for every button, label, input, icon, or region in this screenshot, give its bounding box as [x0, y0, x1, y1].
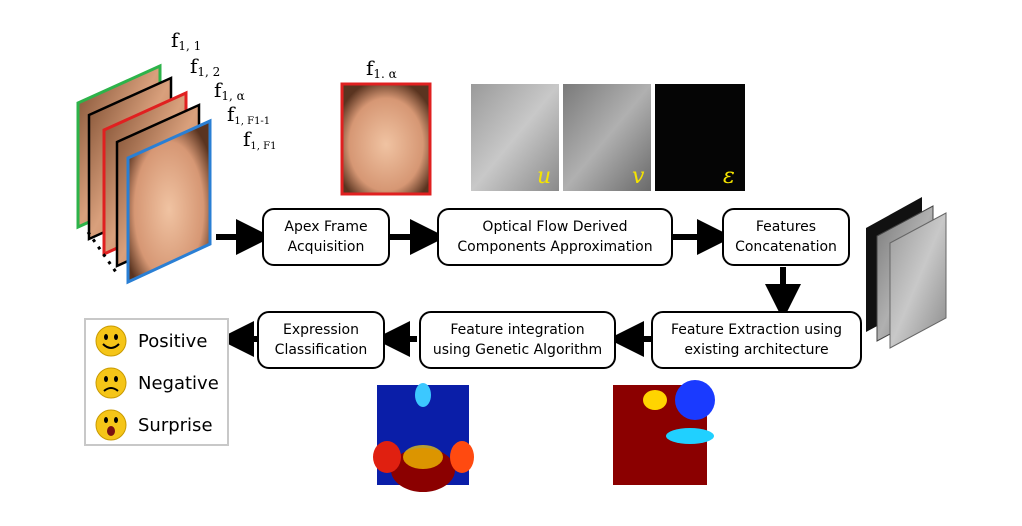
legend-row-positive: Positive — [94, 324, 207, 358]
box-features-concatenation: Features Concatenation — [722, 208, 850, 266]
concat-stack — [866, 197, 947, 349]
legend-label-surprise: Surprise — [138, 414, 213, 436]
box-concat-line-1: Features — [755, 219, 817, 235]
label-f12-base: f — [190, 54, 198, 78]
flow-v-image — [563, 84, 651, 191]
label-f1a: f1, α — [214, 78, 245, 103]
box-extract-line-2: existing architecture — [684, 342, 829, 358]
label-apex: f1. α — [366, 56, 397, 81]
flow-label-v: v — [632, 164, 645, 189]
label-f1a-sub: 1, α — [221, 89, 245, 103]
box-genetic-line-1: Feature integration — [450, 322, 585, 338]
smile-face-icon — [95, 325, 127, 357]
box-genetic-line-2: using Genetic Algorithm — [432, 342, 603, 358]
box-expression-classification: Expression Classification — [257, 311, 385, 369]
box-classify-line-2: Classification — [274, 342, 368, 358]
flow-label-eps: ε — [723, 164, 735, 189]
apex-face-image — [340, 82, 432, 196]
label-f11: f1, 1 — [171, 28, 201, 53]
legend-label-positive: Positive — [138, 330, 208, 352]
box-classify-line-1: Expression — [282, 322, 359, 338]
flow-u-image — [471, 84, 559, 191]
label-f1F1-base: f — [243, 127, 251, 151]
label-f11-sub: 1, 1 — [178, 39, 202, 53]
legend-row-surprise: Surprise — [94, 408, 213, 442]
flow-label-u: u — [537, 164, 552, 189]
label-f11-base: f — [171, 28, 179, 52]
concat-layer-3 — [889, 212, 947, 349]
box-apex-frame-acquisition: Apex Frame Acquisition — [262, 208, 390, 266]
box-feature-integration: Feature integration using Genetic Algorit… — [419, 311, 616, 369]
box-apex-line-1: Apex Frame — [284, 219, 368, 235]
label-apex-base: f — [366, 56, 374, 80]
expression-legend: Positive Negative Surprise — [84, 318, 229, 446]
box-apex-line-2: Acquisition — [287, 239, 365, 255]
label-f1F1m1-sub: 1, F1-1 — [234, 116, 271, 127]
box-optical-flow: Optical Flow Derived Components Approxima… — [437, 208, 673, 266]
label-f1F1m1: f1, F1-1 — [227, 102, 270, 127]
label-f1F1: f1, F1 — [243, 127, 276, 152]
frame-stack — [76, 63, 212, 285]
box-feature-extraction: Feature Extraction using existing archite… — [651, 311, 862, 369]
heatmap-1 — [373, 383, 474, 492]
surprise-face-icon — [95, 409, 127, 441]
box-optical-line-1: Optical Flow Derived — [482, 219, 628, 235]
frame-blue — [126, 118, 212, 285]
label-f1F1m1-base: f — [227, 102, 235, 126]
box-extract-line-1: Feature Extraction using — [670, 322, 843, 338]
label-f1F1-sub: 1, F1 — [250, 141, 277, 152]
label-f12: f1, 2 — [190, 54, 220, 79]
flow-eps-image — [655, 84, 745, 191]
label-f12-sub: 1, 2 — [197, 65, 221, 79]
legend-label-negative: Negative — [138, 372, 219, 394]
frown-face-icon — [95, 367, 127, 399]
heatmap-2 — [613, 380, 715, 485]
label-f1a-base: f — [214, 78, 222, 102]
legend-row-negative: Negative — [94, 366, 219, 400]
box-optical-line-2: Components Approximation — [457, 239, 653, 255]
box-concat-line-2: Concatenation — [735, 239, 837, 255]
label-apex-sub: 1. α — [373, 67, 397, 81]
